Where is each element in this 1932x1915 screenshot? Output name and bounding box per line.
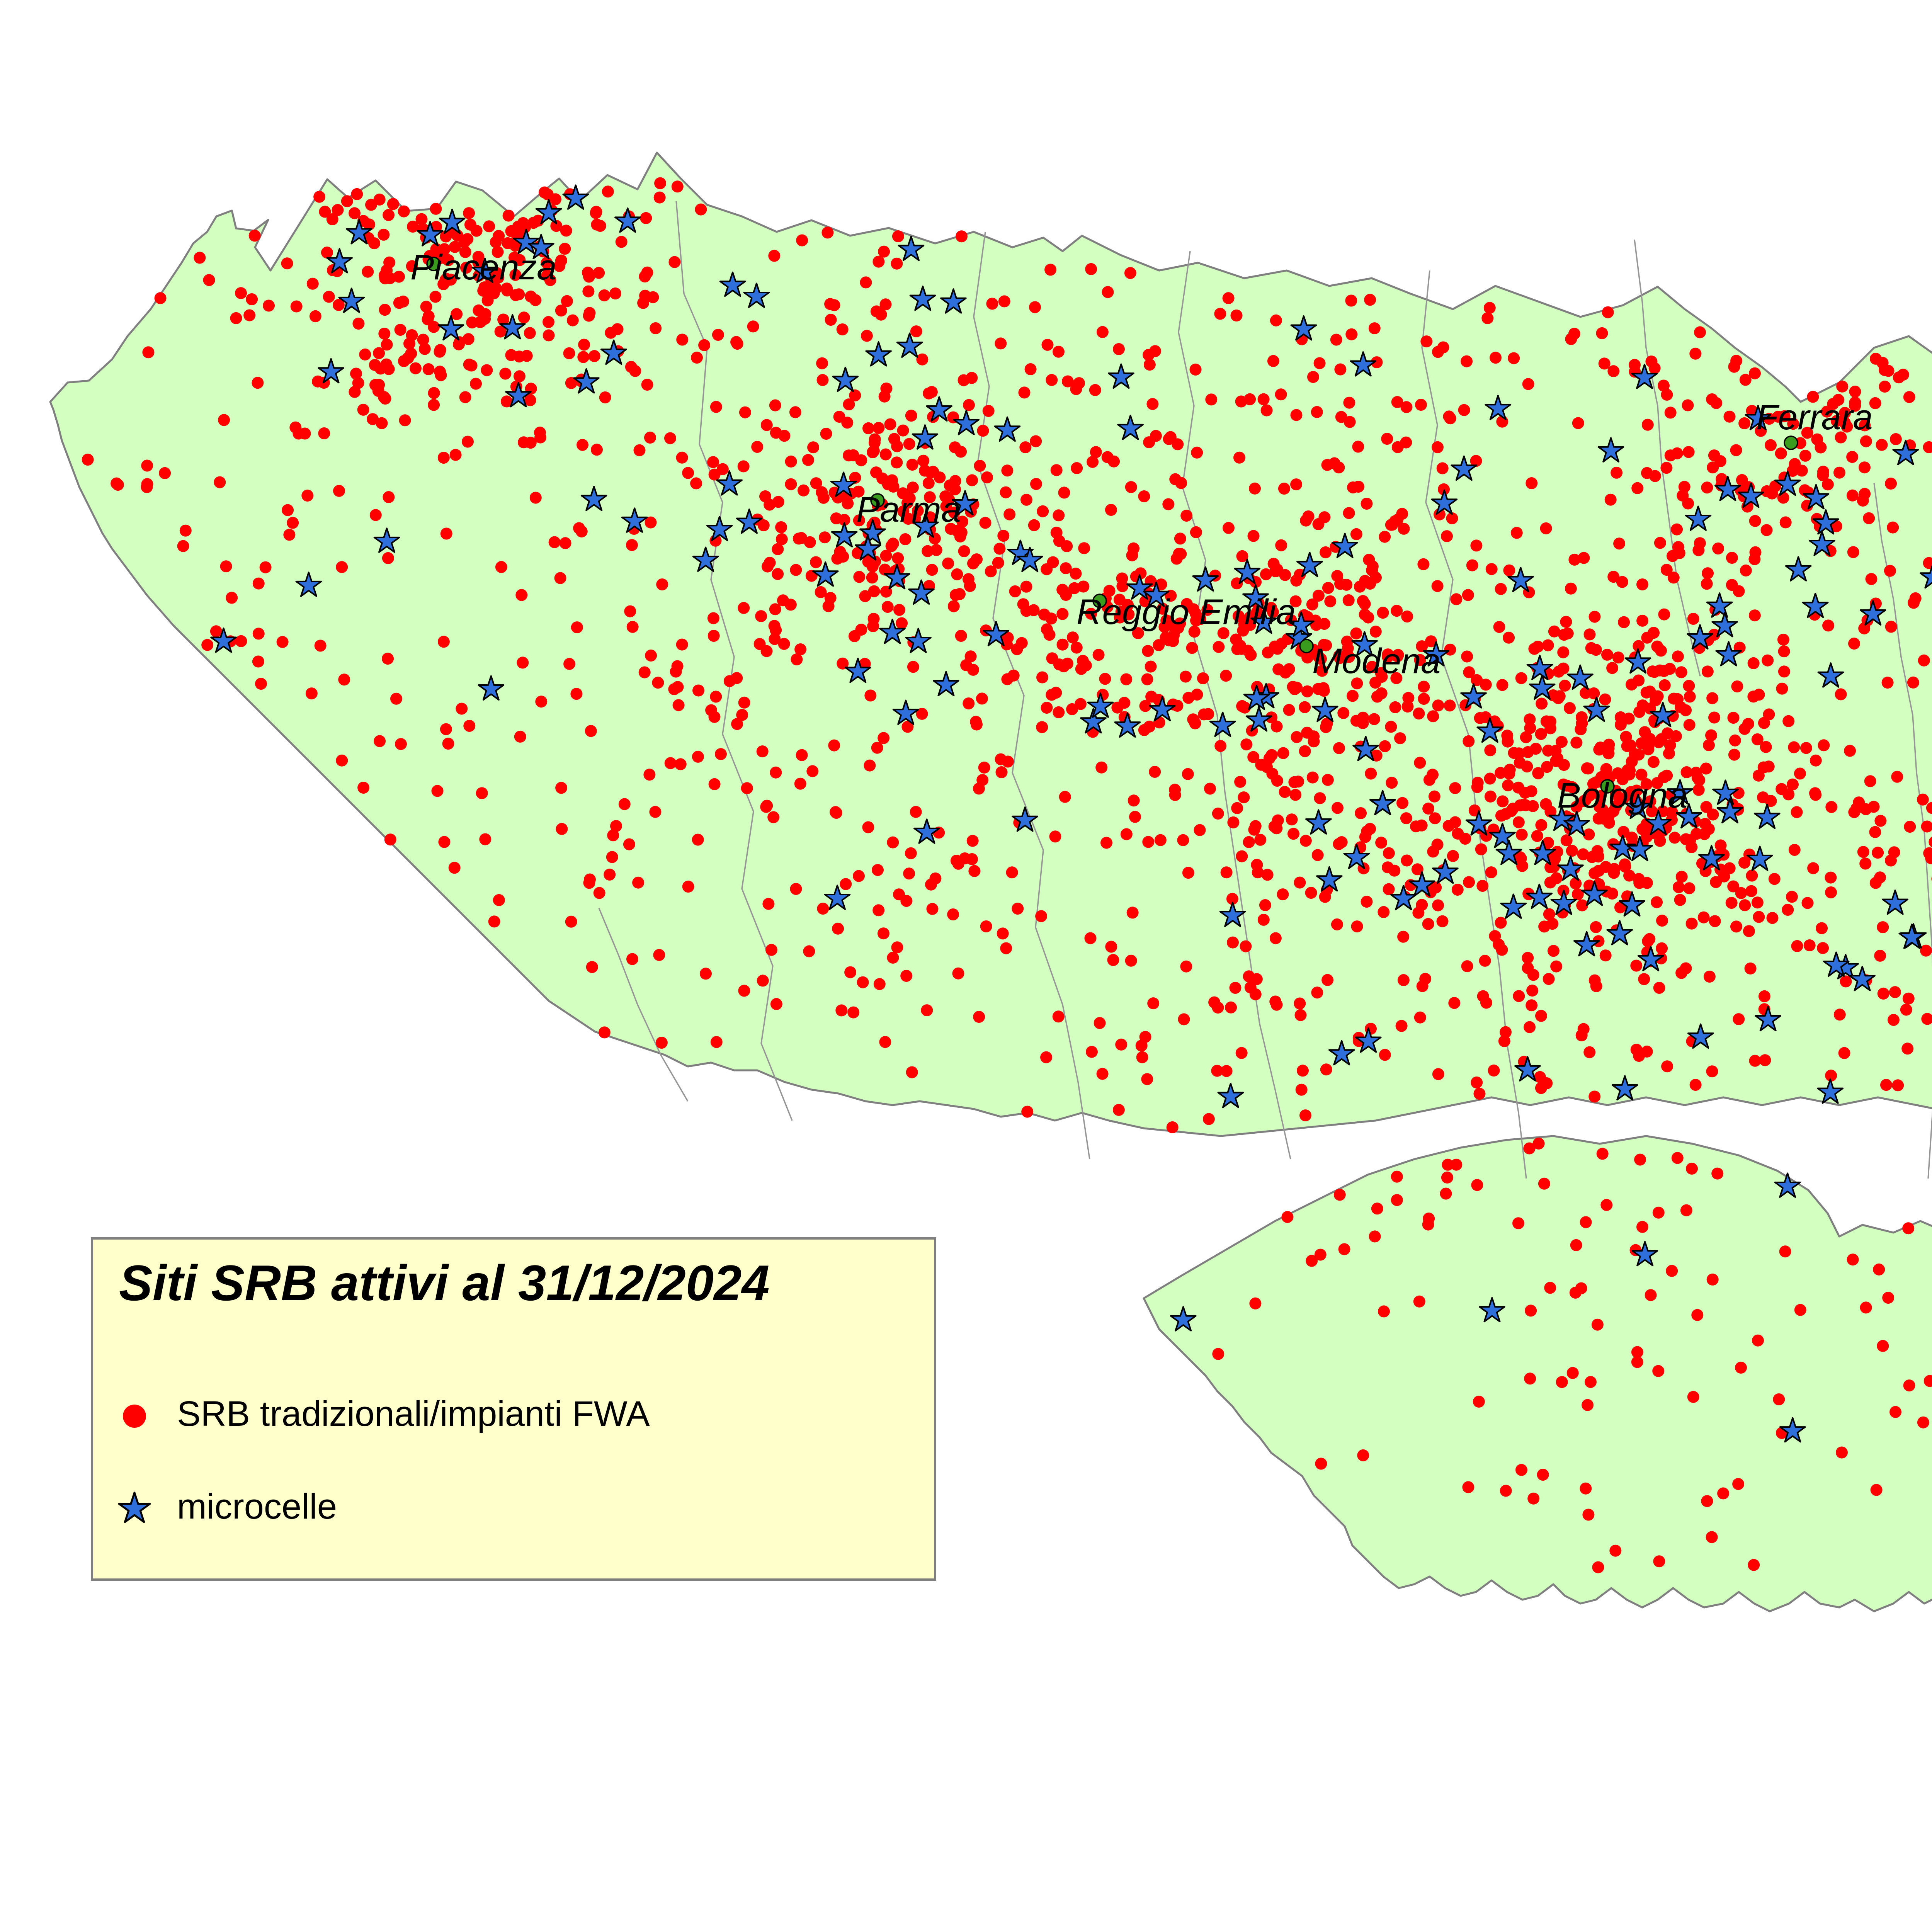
svg-text:Reggio Emilia: Reggio Emilia (1077, 592, 1296, 632)
svg-text:Siti SRB attivi al 31/12/2024: Siti SRB attivi al 31/12/2024 (119, 1255, 770, 1311)
svg-text:Piacenza: Piacenza (410, 248, 556, 287)
svg-text:Parma: Parma (856, 490, 961, 529)
svg-text:Modena: Modena (1312, 641, 1440, 681)
svg-text:microcelle: microcelle (177, 1487, 337, 1526)
svg-text:SRB tradizionali/impianti FWA: SRB tradizionali/impianti FWA (177, 1394, 650, 1434)
svg-text:Ferrara: Ferrara (1756, 398, 1873, 437)
svg-text:Bologna: Bologna (1557, 776, 1688, 815)
